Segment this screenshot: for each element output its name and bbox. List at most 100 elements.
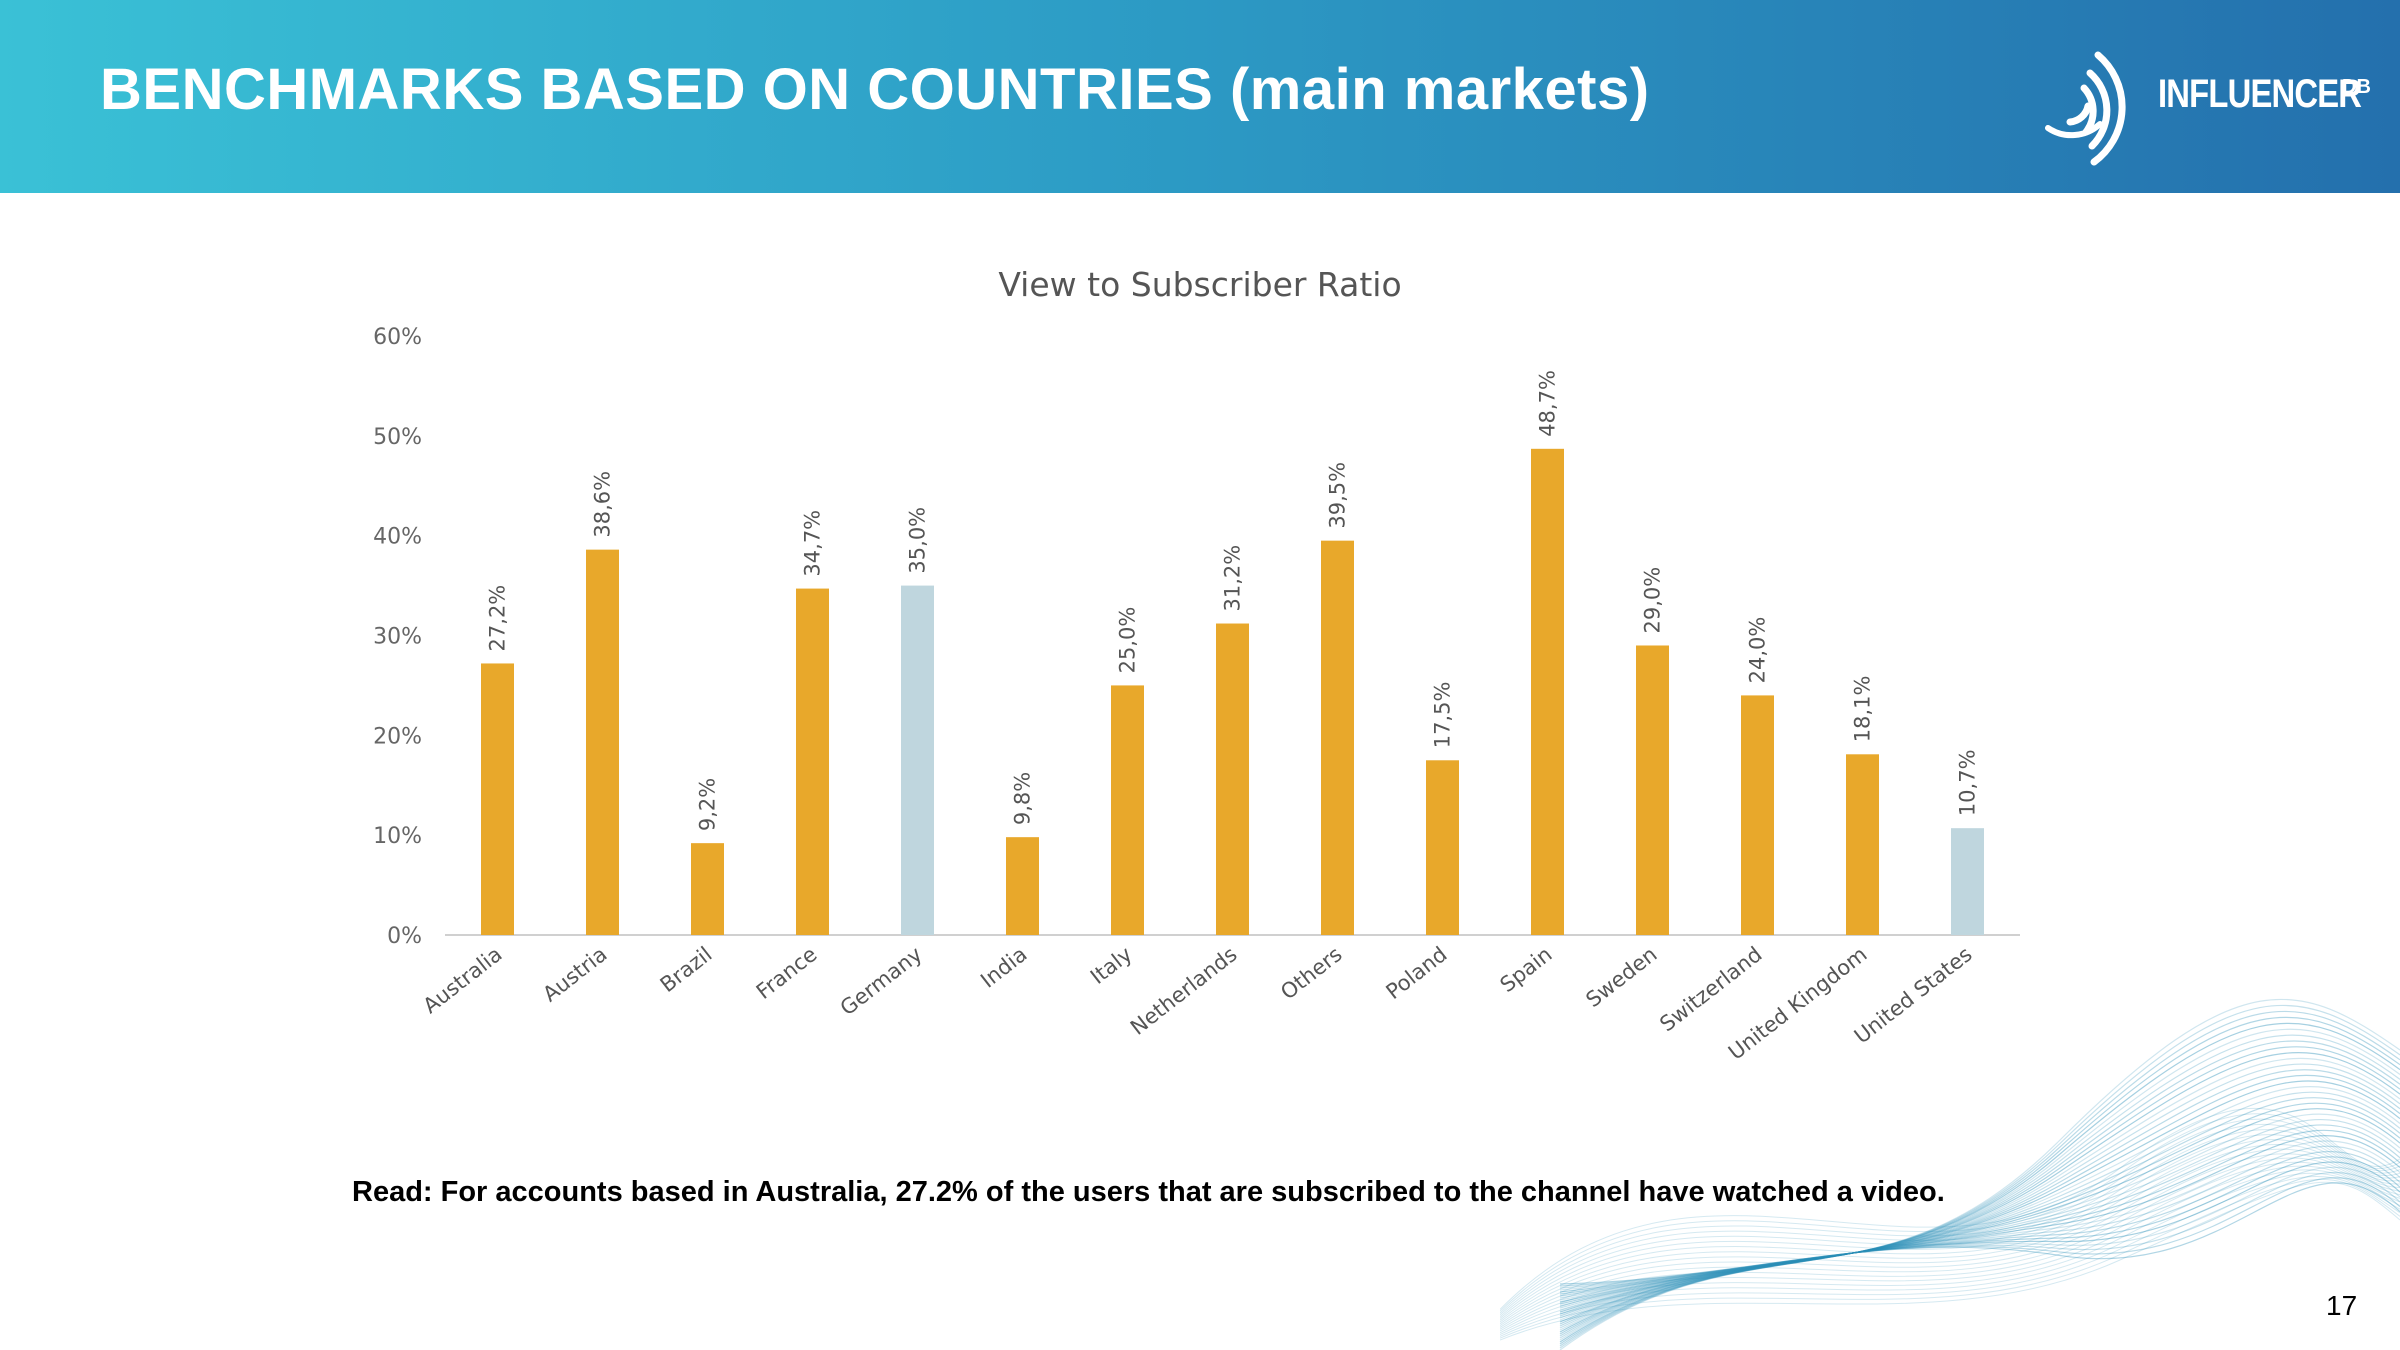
x-tick-label: Austria xyxy=(538,942,611,1007)
wave-line xyxy=(1559,1080,2400,1323)
bar xyxy=(1741,695,1774,935)
wave-line xyxy=(1559,1069,2400,1327)
wave-line xyxy=(1500,1181,2400,1341)
bar-value-label: 9,2% xyxy=(696,778,720,831)
bar-value-label: 9,8% xyxy=(1011,772,1035,825)
bar xyxy=(691,843,724,935)
mesh-wave-decoration xyxy=(1500,998,2400,1350)
wave-line xyxy=(1559,1156,2400,1295)
wave-line xyxy=(1500,1107,2400,1310)
wave-line xyxy=(1500,1134,2400,1319)
wave-line xyxy=(1559,1124,2400,1307)
bar-chart: View to Subscriber Ratio 0% 10% 20% 30% 40% 5… xyxy=(373,265,2020,1065)
bar xyxy=(586,549,619,935)
wave-line xyxy=(1500,1139,2400,1321)
wave-line xyxy=(1559,1010,2400,1347)
wave-line xyxy=(1559,1097,2400,1317)
y-tick-label: 10% xyxy=(373,824,422,849)
x-tick-label: Netherlands xyxy=(1126,942,1242,1040)
bar-value-label: 34,7% xyxy=(801,510,825,577)
y-axis: 0% 10% 20% 30% 40% 50% 60% xyxy=(373,325,422,949)
bar xyxy=(1531,448,1564,935)
wave-line xyxy=(1500,1172,2400,1336)
wave-line xyxy=(1559,1177,2400,1287)
bar xyxy=(1111,685,1144,935)
y-tick-label: 50% xyxy=(373,425,422,450)
wave-line xyxy=(1559,1151,2400,1297)
wave-line xyxy=(1559,1046,2400,1335)
x-tick-label: France xyxy=(752,942,822,1004)
bar xyxy=(1426,760,1459,935)
wave-line xyxy=(1500,1118,2400,1314)
logo-superscript: DB xyxy=(2342,76,2371,98)
wave-line xyxy=(1500,1175,2400,1337)
chart-title: View to Subscriber Ratio xyxy=(998,265,1401,304)
wave-line xyxy=(1559,1022,2400,1343)
bar-value-label: 31,2% xyxy=(1221,545,1245,612)
y-tick-label: 40% xyxy=(373,525,422,550)
wave-line xyxy=(1559,1182,2400,1285)
bar xyxy=(1006,837,1039,935)
wave-line xyxy=(1559,1063,2400,1329)
bar xyxy=(1846,754,1879,935)
y-tick-label: 0% xyxy=(387,924,422,949)
wave-line xyxy=(1559,1004,2400,1349)
wave-line xyxy=(1559,1102,2400,1315)
x-tick-label: Others xyxy=(1276,942,1346,1004)
wave-line xyxy=(1559,1086,2400,1321)
wave-line xyxy=(1559,1028,2400,1341)
bar xyxy=(1951,828,1984,935)
page-number: 17 xyxy=(2326,1290,2358,1321)
bars: 27,2% 38,6% 9,2% 34,7% 35,0% 9,8% 25,0% 31,2% 39… xyxy=(481,370,1984,935)
wave-line xyxy=(1559,1057,2400,1331)
x-tick-label: Australia xyxy=(419,942,507,1018)
bar xyxy=(901,585,934,935)
logo-wordmark: INFLUENCER xyxy=(2158,72,2362,116)
wave-line xyxy=(1559,1171,2400,1289)
bar-value-label: 38,6% xyxy=(591,471,615,538)
caption-text: Read: For accounts based in Australia, 2… xyxy=(352,1176,1945,1208)
x-tick-label: India xyxy=(976,942,1031,993)
wave-line xyxy=(1500,1165,2400,1332)
wave-line xyxy=(1559,1034,2400,1339)
x-tick-label: Germany xyxy=(836,942,927,1020)
wave-line xyxy=(1500,1169,2400,1334)
bar-value-label: 35,0% xyxy=(906,507,930,574)
bar-value-label: 10,7% xyxy=(1956,749,1980,816)
wave-line xyxy=(1500,1113,2400,1312)
wave-line xyxy=(1500,1157,2400,1328)
x-tick-label: Brazil xyxy=(656,942,717,997)
y-tick-label: 60% xyxy=(373,325,422,350)
bar xyxy=(1321,540,1354,935)
wave-line xyxy=(1559,1135,2400,1303)
wave-line xyxy=(1559,1051,2400,1333)
wave-line xyxy=(1500,1153,2400,1327)
wave-line xyxy=(1559,1129,2400,1305)
bar xyxy=(796,588,829,935)
header-band xyxy=(0,0,2400,193)
wave-line xyxy=(1559,1145,2400,1299)
y-tick-label: 20% xyxy=(373,724,422,749)
bar-value-label: 48,7% xyxy=(1536,370,1560,437)
bar-value-label: 27,2% xyxy=(486,585,510,652)
bar xyxy=(481,663,514,935)
wave-line xyxy=(1559,1166,2400,1291)
y-tick-label: 30% xyxy=(373,625,422,650)
wave-line xyxy=(1559,1113,2400,1311)
bar-value-label: 18,1% xyxy=(1851,676,1875,743)
bar-value-label: 39,5% xyxy=(1326,462,1350,529)
wave-line xyxy=(1500,1148,2400,1325)
slide-title: BENCHMARKS BASED ON COUNTRIES (main mark… xyxy=(100,57,1650,122)
x-tick-label: Poland xyxy=(1382,942,1452,1004)
wave-line xyxy=(1559,1091,2400,1319)
wave-line xyxy=(1500,1129,2400,1317)
wave-line xyxy=(1559,1140,2400,1301)
bar-value-label: 17,5% xyxy=(1431,682,1455,749)
wave-line xyxy=(1559,1108,2400,1313)
wave-line xyxy=(1500,1143,2400,1323)
wave-line xyxy=(1559,1040,2400,1337)
wave-line xyxy=(1500,1161,2400,1330)
bar-value-label: 29,0% xyxy=(1641,567,1665,634)
wave-line xyxy=(1559,1016,2400,1345)
x-tick-label: Italy xyxy=(1086,942,1137,989)
